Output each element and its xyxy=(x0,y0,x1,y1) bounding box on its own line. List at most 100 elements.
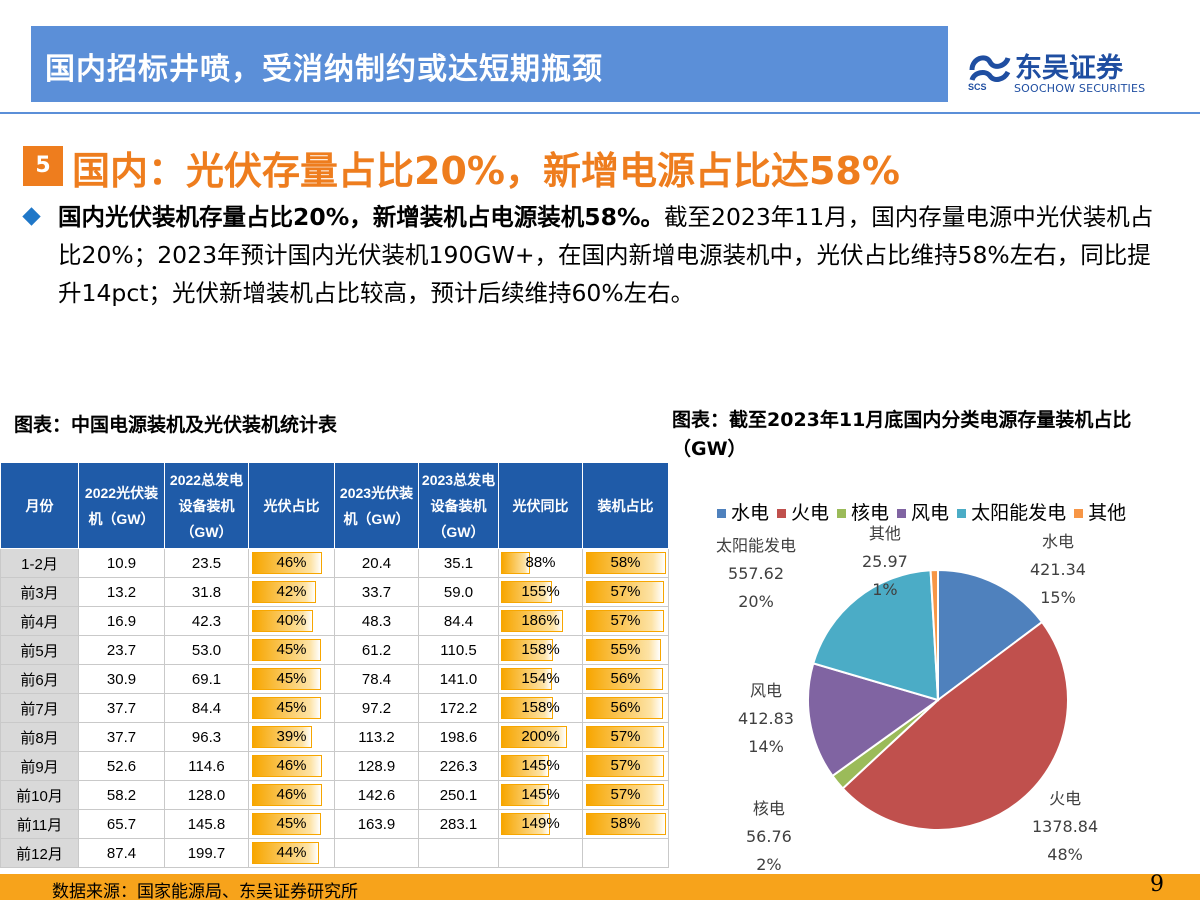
footer-bar xyxy=(0,874,1200,900)
table-cell-share22: 42% xyxy=(248,577,335,607)
pie-label-value: 1378.84 xyxy=(1032,817,1099,836)
table-cell-share22: 44% xyxy=(248,838,335,868)
data-bar: 149% xyxy=(500,813,581,835)
table-cell-tot22: 42.3 xyxy=(164,606,249,636)
data-bar-value: 45% xyxy=(276,815,307,832)
data-bar-fill xyxy=(500,813,551,835)
table-cell-yoy: 158% xyxy=(498,693,583,723)
table-cell-yoy: 155% xyxy=(498,577,583,607)
table-cell-month: 前7月 xyxy=(0,693,79,723)
data-bar-value: 57% xyxy=(610,757,641,774)
header-cell: 月份 xyxy=(0,462,79,549)
table-cell-month: 前8月 xyxy=(0,722,79,752)
pie-label-nuclear: 核电 56.76 2% xyxy=(746,795,792,879)
data-bar-fill xyxy=(500,552,530,574)
pie-label-name: 风电 xyxy=(749,681,782,700)
table-cell-share23: 58% xyxy=(582,809,669,839)
table-cell-pv22: 30.9 xyxy=(78,664,165,694)
data-bar: 58% xyxy=(585,813,666,835)
data-bar-value: 45% xyxy=(276,670,307,687)
table-cell-tot22: 114.6 xyxy=(164,751,249,781)
legend-label: 核电 xyxy=(851,502,890,524)
data-bar-fill xyxy=(251,639,321,661)
table-cell-tot23: 172.2 xyxy=(418,693,499,723)
data-bar-value: 158% xyxy=(521,699,560,716)
diamond-bullet-icon xyxy=(22,207,41,226)
data-bar: 88% xyxy=(500,552,581,574)
bullet-paragraph: 国内光伏装机存量占比20%，新增装机占电源装机58%。截至2023年11月，国内… xyxy=(58,198,1168,312)
table-cell-month: 前10月 xyxy=(0,780,79,810)
table-cell-share22: 46% xyxy=(248,751,335,781)
table-row: 前12月 87.4 199.7 44% xyxy=(0,838,669,868)
data-bar: 40% xyxy=(251,610,332,632)
data-bar-fill xyxy=(585,581,665,603)
table-cell-share23: 57% xyxy=(582,751,669,781)
logo-en-text: SOOCHOW SECURITIES xyxy=(1014,82,1146,95)
pie-slice xyxy=(937,568,1044,702)
pie-label-name: 水电 xyxy=(1041,532,1074,551)
pie-label-pct: 15% xyxy=(1040,588,1076,607)
pie-caption: 图表：截至2023年11月底国内分类电源存量装机占比（GW） xyxy=(672,409,1132,460)
data-bar-fill xyxy=(500,639,554,661)
table-cell-pv23: 78.4 xyxy=(334,664,419,694)
data-bar-value: 155% xyxy=(521,583,560,600)
pie-label-value: 412.83 xyxy=(738,709,794,728)
table-cell-tot22: 96.3 xyxy=(164,722,249,752)
table-cell-pv22: 13.2 xyxy=(78,577,165,607)
data-bar: 200% xyxy=(500,726,581,748)
data-bar: 155% xyxy=(500,581,581,603)
data-bar-value: 57% xyxy=(610,786,641,803)
data-bar-value: 45% xyxy=(276,641,307,658)
table-row: 前7月 37.7 84.4 45% 97.2 172.2 158% 56% xyxy=(0,693,669,723)
table-cell-tot23: 110.5 xyxy=(418,635,499,665)
legend-swatch xyxy=(717,509,726,518)
legend-label: 太阳能发电 xyxy=(971,502,1067,524)
data-bar-fill xyxy=(251,784,323,806)
table-cell-share22: 45% xyxy=(248,809,335,839)
header-cell: 2023光伏装机（GW） xyxy=(334,462,419,549)
table-cell-month: 前5月 xyxy=(0,635,79,665)
data-bar: 57% xyxy=(585,581,666,603)
table-cell-tot22: 31.8 xyxy=(164,577,249,607)
data-bar-fill xyxy=(500,697,554,719)
table-cell-yoy: 200% xyxy=(498,722,583,752)
pie-label-name: 太阳能发电 xyxy=(716,536,797,555)
table-cell-pv23: 61.2 xyxy=(334,635,419,665)
data-bar-fill xyxy=(500,668,552,690)
page-number: 9 xyxy=(1150,872,1164,897)
table-cell-month: 前4月 xyxy=(0,606,79,636)
legend-item: 核电 xyxy=(837,498,889,525)
data-bar-value: 145% xyxy=(521,786,560,803)
table-row: 前8月 37.7 96.3 39% 113.2 198.6 200% 57% xyxy=(0,722,669,752)
table-cell-pv23: 97.2 xyxy=(334,693,419,723)
legend-label: 风电 xyxy=(911,502,950,524)
data-bar-value: 57% xyxy=(610,728,641,745)
pie-label-value: 25.97 xyxy=(862,552,908,571)
pie-label-thermal: 火电 1378.84 48% xyxy=(1032,785,1098,869)
table-cell-tot23: 250.1 xyxy=(418,780,499,810)
table-cell-month: 前6月 xyxy=(0,664,79,694)
data-bar-value: 57% xyxy=(610,583,641,600)
header-cell: 2022总发电设备装机（GW） xyxy=(164,462,249,549)
data-bar: 158% xyxy=(500,639,581,661)
table-cell-pv22: 10.9 xyxy=(78,548,165,578)
table-cell-tot22: 199.7 xyxy=(164,838,249,868)
data-bar-value: 145% xyxy=(521,757,560,774)
data-bar: 45% xyxy=(251,639,332,661)
logo-cn-text: 东吴证券 xyxy=(1015,53,1123,84)
pie-label-wind: 风电 412.83 14% xyxy=(738,677,794,761)
table-cell-tot23: 35.1 xyxy=(418,548,499,578)
pie-slice xyxy=(841,620,1069,831)
table-row: 前9月 52.6 114.6 46% 128.9 226.3 145% 57% xyxy=(0,751,669,781)
legend-label: 火电 xyxy=(791,502,830,524)
pie-label-pct: 2% xyxy=(756,855,782,874)
data-bar-value: 57% xyxy=(610,612,641,629)
table-row: 前5月 23.7 53.0 45% 61.2 110.5 158% 55% xyxy=(0,635,669,665)
data-bar: 57% xyxy=(585,726,666,748)
table-cell-share23: 57% xyxy=(582,577,669,607)
legend-swatch xyxy=(837,509,847,518)
data-source: 数据来源：国家能源局、东吴证券研究所 xyxy=(52,882,358,902)
data-bar: 57% xyxy=(585,755,666,777)
pie-label-pct: 20% xyxy=(738,592,774,611)
header-cell: 装机占比 xyxy=(582,462,669,549)
